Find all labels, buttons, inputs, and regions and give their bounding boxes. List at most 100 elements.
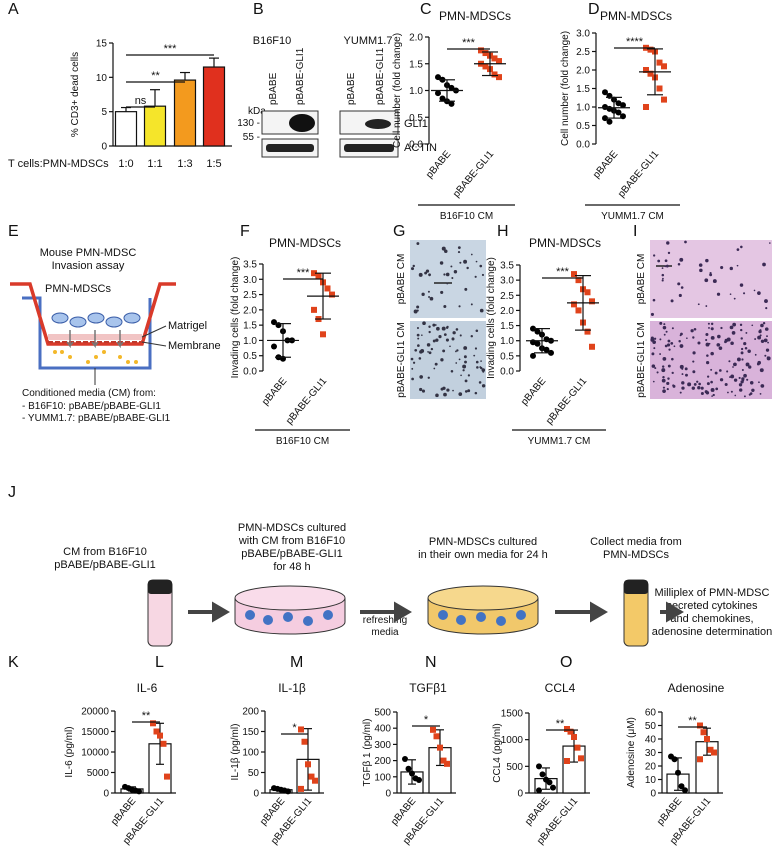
step-text: adenosine determination <box>652 626 772 638</box>
cell-dot <box>451 337 455 341</box>
step-text: with CM from B16F10 <box>238 535 345 547</box>
cell-dot <box>455 362 458 364</box>
panel-letter: E <box>8 223 19 240</box>
cell-dot <box>434 324 437 326</box>
y-tick-label: 3.0 <box>576 29 590 40</box>
cell-dot <box>432 339 436 343</box>
panel-letter: D <box>588 1 600 18</box>
cell-dot <box>720 265 724 270</box>
arrows <box>188 601 684 623</box>
cells <box>51 312 141 364</box>
dish <box>234 585 346 611</box>
data-point <box>448 100 455 107</box>
cell-dot <box>715 387 719 391</box>
cell-dot <box>706 354 709 357</box>
cell-dot <box>474 347 478 350</box>
cell-dot <box>705 332 709 337</box>
cell <box>123 312 141 324</box>
panel-letter: B <box>253 1 264 18</box>
data-point <box>491 55 498 62</box>
data-point <box>574 744 581 751</box>
cell-dot <box>421 389 426 393</box>
y-tick-label: 10000 <box>81 748 109 759</box>
cell-dot <box>726 370 729 373</box>
y-tick-label: 2.0 <box>243 305 257 316</box>
lane-label: pBABE-GLI1 <box>295 47 306 105</box>
data-point <box>697 722 703 729</box>
cell-dot <box>730 374 735 379</box>
micrograph <box>410 240 486 318</box>
y-tick-label: 0.0 <box>243 367 257 378</box>
cell-dot <box>757 360 762 365</box>
cell-dot <box>476 366 479 369</box>
cell-dot <box>416 333 420 337</box>
significance-label: *** <box>297 267 311 279</box>
cell-dot <box>654 367 657 370</box>
chart-title: PMN-MDSCs <box>269 236 341 250</box>
data-point <box>697 756 703 763</box>
condition-label: B16F10 CM <box>440 211 493 222</box>
significance-label: *** <box>164 43 178 55</box>
data-point <box>315 273 322 280</box>
y-tick-label: 1.0 <box>576 103 590 114</box>
data-point <box>675 769 681 776</box>
cell-dot <box>455 328 459 331</box>
cell-dot <box>764 327 769 331</box>
condition-label: B16F10 CM <box>276 436 329 447</box>
panel-letter: N <box>425 654 437 671</box>
micrograph <box>650 321 772 399</box>
step-text: PMN-MDSCs cultured <box>429 536 537 548</box>
y-tick-label: 1.0 <box>243 336 257 347</box>
cell-dot <box>667 377 670 380</box>
cell-dot <box>667 339 671 343</box>
cell-dot <box>672 384 676 388</box>
cell-dot <box>653 337 657 340</box>
cell-dot <box>743 373 747 378</box>
cell-dot <box>690 329 694 333</box>
cell-dot <box>425 269 430 273</box>
cell-dot <box>412 264 415 268</box>
y-tick-label: 40 <box>645 735 657 746</box>
cell-dot <box>665 330 668 333</box>
cell-dot <box>459 334 462 337</box>
cell-dot <box>741 368 744 372</box>
cell-dot <box>743 395 746 398</box>
data-point <box>615 100 622 107</box>
y-tick-label: 200 <box>242 707 259 718</box>
cell-dot <box>697 303 700 306</box>
cell <box>51 312 69 324</box>
step-text: secreted cytokines <box>666 600 758 612</box>
cell-dot <box>443 333 447 336</box>
data-point <box>571 734 577 740</box>
cell-dot <box>698 382 701 386</box>
y-tick-label: 5000 <box>87 768 110 779</box>
y-tick-label: 0 <box>650 789 656 800</box>
cell-dot <box>659 353 662 355</box>
cell-dot <box>663 323 666 326</box>
y-tick-label: 10 <box>96 73 108 84</box>
cell-dot <box>662 277 664 280</box>
bar <box>114 111 138 147</box>
data-point <box>136 788 142 795</box>
cell-dot <box>709 273 713 277</box>
cell-dot <box>692 351 696 355</box>
cell-dot <box>705 305 708 307</box>
y-tick-label: 0.5 <box>409 113 423 124</box>
y-tick-label: 200 <box>374 756 391 767</box>
cell-dot <box>766 335 768 338</box>
band <box>266 144 314 152</box>
data-point <box>164 773 170 780</box>
cell-dot <box>667 364 671 368</box>
cell-dot <box>678 293 682 298</box>
data-point <box>536 787 542 794</box>
cell-dot <box>650 312 654 316</box>
cell-dot <box>731 331 736 335</box>
lane-label: pBABE-GLI1 <box>375 47 386 105</box>
cell-dot <box>479 366 482 369</box>
cell-dot <box>714 371 718 375</box>
chart-title: IL-6 <box>137 681 158 695</box>
cell-dot <box>734 394 737 397</box>
data-point <box>656 85 663 92</box>
cell-dot <box>740 337 743 340</box>
cell-dot <box>718 343 721 346</box>
